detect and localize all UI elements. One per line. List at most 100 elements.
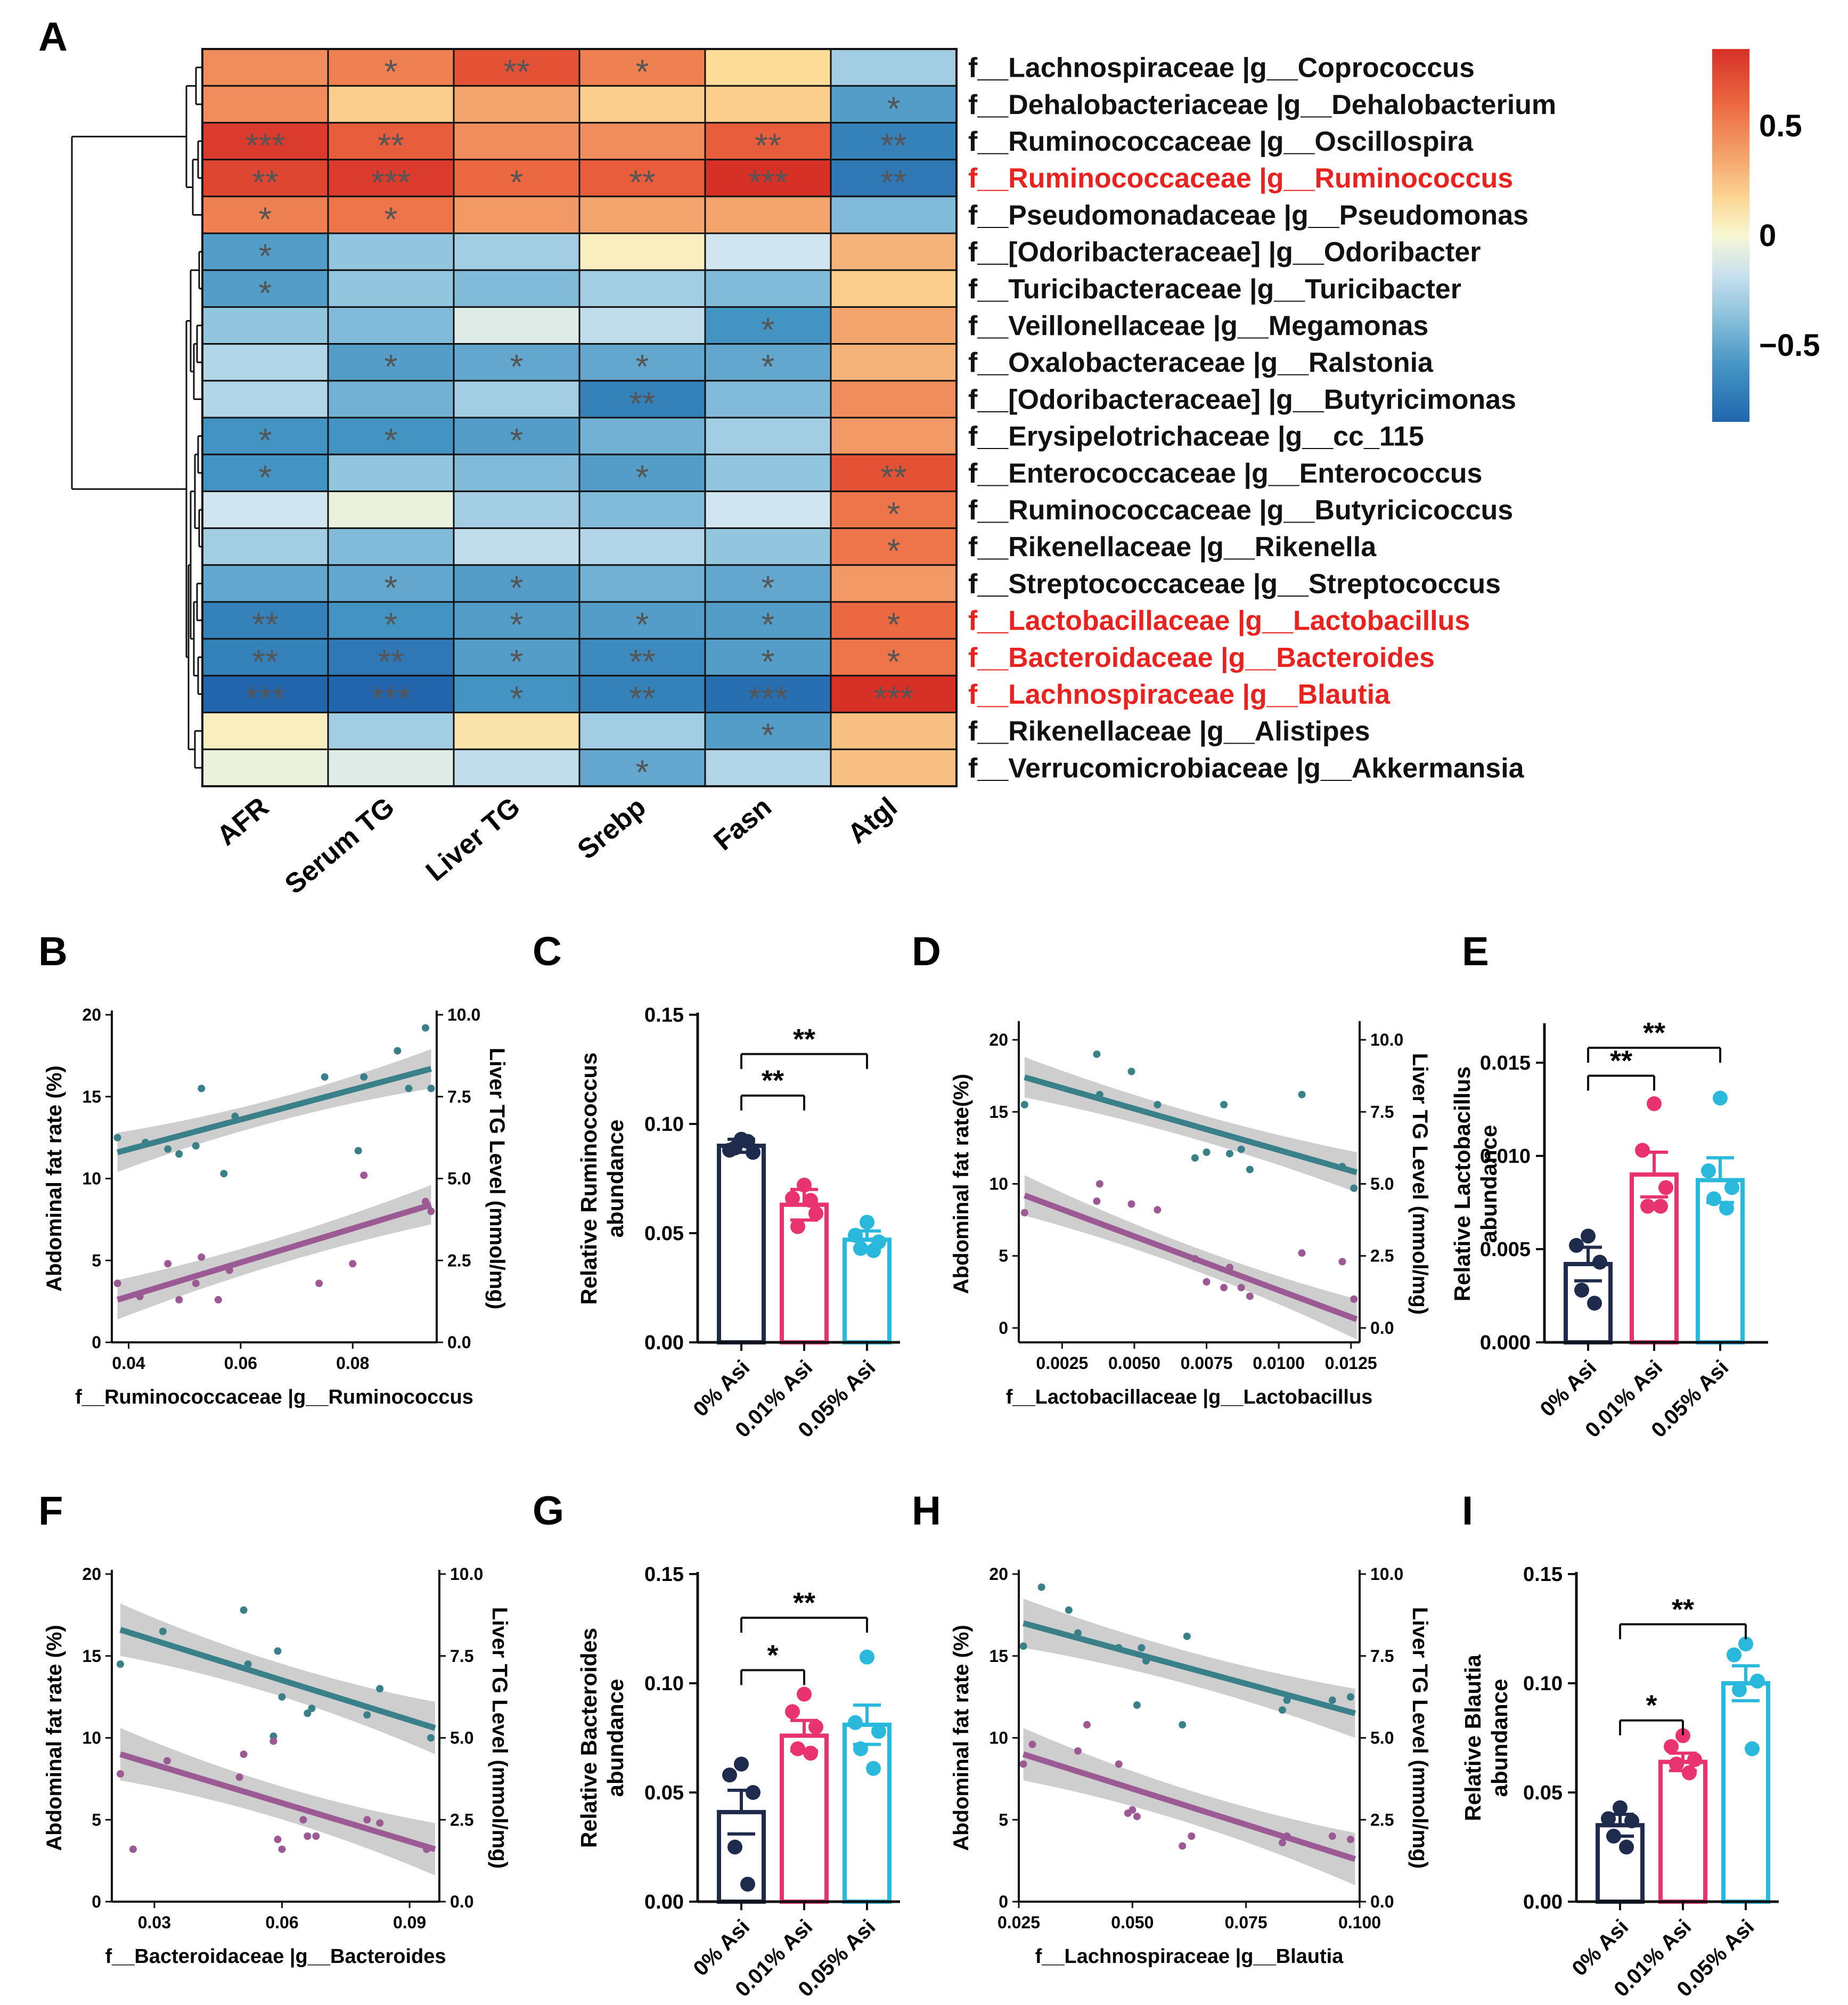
y-axis-label-left: Abdominal fat rate (%)	[950, 1625, 973, 1851]
y-tick-label-right: 10.0	[1370, 1030, 1403, 1049]
data-point	[1581, 1228, 1596, 1244]
data-point	[1083, 1721, 1091, 1729]
data-point	[1619, 1839, 1634, 1855]
y-tick-label-right: 7.5	[450, 1647, 473, 1666]
y-tick-label: 0.10	[644, 1673, 684, 1695]
data-point	[175, 1296, 183, 1304]
data-point	[1664, 1739, 1679, 1754]
panel-label-G: G	[533, 1488, 564, 1534]
row-label: f__Lachnospiraceae |g__Coprococcus	[968, 53, 1475, 84]
row-label: f__[Odoribacteraceae] |g__Butyricimonas	[968, 384, 1516, 415]
data-point	[1154, 1206, 1162, 1214]
data-point	[1019, 1760, 1027, 1768]
bar	[717, 1810, 766, 1904]
data-point	[198, 1085, 206, 1093]
significance-stars: *	[510, 421, 524, 460]
panel-label-B: B	[38, 929, 68, 974]
data-point	[299, 1816, 307, 1824]
heatmap-cell	[578, 195, 706, 234]
significance-stars: *	[762, 606, 775, 644]
heatmap-cell	[830, 527, 958, 566]
data-point	[1246, 1292, 1254, 1300]
heatmap-cell	[201, 490, 329, 529]
y-axis-label: Relative Bacteroidesabundance	[576, 1628, 628, 1848]
significance-stars: *	[636, 53, 649, 91]
data-point	[421, 1024, 429, 1032]
y-tick-label: 0.010	[1480, 1145, 1531, 1168]
y-tick-label-left: 5	[92, 1251, 101, 1270]
data-point	[866, 1761, 881, 1776]
data-point	[1133, 1701, 1141, 1709]
data-point	[360, 1171, 368, 1179]
data-point	[746, 1785, 761, 1800]
data-point	[1220, 1101, 1228, 1109]
data-point	[1653, 1199, 1668, 1214]
significance-stars: ***	[874, 679, 914, 718]
heatmap-cell	[327, 490, 455, 529]
x-tick-label: 0.0125	[1325, 1354, 1377, 1373]
data-point	[1328, 1696, 1336, 1704]
significance-stars: *	[887, 532, 901, 570]
data-point	[808, 1719, 823, 1734]
data-point	[1635, 1143, 1650, 1158]
row-label: f__Oxalobacteraceae |g__Ralstonia	[968, 347, 1434, 378]
heatmap-cell	[453, 564, 580, 603]
significance-stars: **	[378, 126, 404, 165]
y-axis-label: Relative Ruminococcusabundance	[576, 1053, 628, 1305]
scatter-panel-F: 0.03 0.06 0.09 0 5 10 15 20 0.0 2.5 5.0 7.5 10.0 f__B…	[43, 1564, 511, 1968]
bar	[717, 1144, 766, 1344]
data-point	[163, 1757, 171, 1765]
data-point	[785, 1191, 800, 1206]
data-point	[363, 1711, 371, 1719]
y-tick-label: 0.05	[644, 1222, 684, 1245]
y-tick-label-right: 0.0	[447, 1333, 471, 1352]
significance-stars: *	[259, 458, 272, 496]
y-tick-label: 0.000	[1480, 1332, 1531, 1354]
heatmap-cell	[578, 527, 706, 566]
heatmap-cell	[327, 748, 455, 787]
data-point	[1278, 1839, 1286, 1847]
heatmap-cell	[704, 417, 832, 455]
row-label: f__Ruminococcaceae |g__Butyricicoccus	[968, 495, 1513, 526]
data-point	[790, 1219, 805, 1234]
y-tick-label-right: 5.0	[1370, 1729, 1394, 1748]
regression-line	[1023, 1192, 1358, 1322]
heatmap-cell	[201, 159, 329, 198]
data-point	[427, 1734, 435, 1742]
y-tick-label-right: 7.5	[447, 1087, 471, 1106]
row-label: f__Enterococcaceae |g__Enterococcus	[968, 458, 1482, 489]
x-tick-label: 0.08	[336, 1354, 369, 1373]
data-point	[1191, 1255, 1199, 1263]
significance-stars: *	[636, 458, 649, 496]
y-tick-label-left: 5	[999, 1810, 1008, 1829]
significance-stars: *	[887, 642, 901, 681]
heatmap-cell	[830, 121, 958, 161]
row-label: f__Erysipelotrichaceae |g__cc_115	[968, 421, 1424, 452]
y-tick-label: 0.005	[1480, 1238, 1531, 1261]
significance-stars: *	[762, 347, 775, 386]
panel-label-A: A	[38, 14, 68, 60]
data-point	[354, 1147, 362, 1155]
heatmap-cell	[704, 638, 832, 677]
significance-stars: ***	[748, 163, 788, 201]
heatmap-cell	[578, 269, 706, 308]
y-tick-label-left: 10	[989, 1175, 1008, 1194]
x-tick-label: 0.0050	[1108, 1354, 1160, 1373]
data-point	[1283, 1832, 1291, 1840]
heatmap-panel: * ** * f__Lachnospiraceae |g__Coprococcus* f…	[71, 48, 1820, 900]
significance-label: *	[1646, 1690, 1657, 1722]
heatmap-cell	[704, 232, 832, 271]
y-tick-label-right: 7.5	[1370, 1102, 1394, 1121]
significance-label: **	[1643, 1017, 1665, 1049]
data-point	[136, 1292, 144, 1300]
heatmap-cell	[201, 343, 329, 382]
heatmap-cell	[704, 748, 832, 787]
data-point	[164, 1145, 172, 1153]
heatmap-cell	[327, 232, 455, 271]
data-point	[860, 1215, 874, 1230]
data-point	[1093, 1197, 1101, 1205]
regression-line	[119, 1627, 436, 1731]
data-point	[1328, 1832, 1336, 1840]
